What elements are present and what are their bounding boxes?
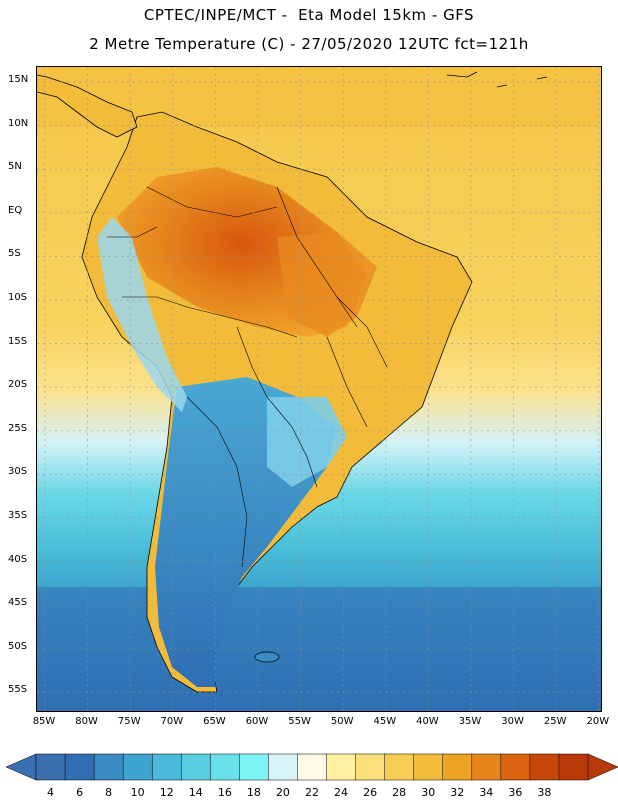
colorbar-segment <box>442 753 473 781</box>
colorbar-tick-label: 30 <box>421 786 436 799</box>
pampas-mild-region <box>267 397 347 487</box>
lat-label: 50S <box>8 640 28 652</box>
lon-label: 85W <box>32 716 56 727</box>
colorbar-tick-label: 24 <box>334 786 349 799</box>
colorbar-tick-label: 26 <box>363 786 378 799</box>
colorbar-segment <box>239 753 270 781</box>
colorbar-segment <box>355 753 386 781</box>
colorbar-under-arrow <box>6 753 37 781</box>
lon-label: 70W <box>160 716 184 727</box>
lon-label: 25W <box>543 716 567 727</box>
colorbar-segment <box>181 753 212 781</box>
lon-label: 50W <box>330 716 354 727</box>
colorbar-segment <box>122 753 153 781</box>
lon-label: 60W <box>245 716 269 727</box>
colorbar-segment <box>471 753 502 781</box>
lon-label: 35W <box>458 716 482 727</box>
colorbar-segment <box>413 753 444 781</box>
lat-label: 20S <box>8 379 28 391</box>
cold-band-south <box>37 587 601 711</box>
temperature-map <box>36 66 602 712</box>
lat-label: 10S <box>8 292 28 303</box>
colorbar <box>6 753 618 781</box>
colorbar-segment <box>210 753 241 781</box>
colorbar-tick-label: 36 <box>508 786 523 799</box>
caribbean-islands <box>446 71 548 88</box>
lon-label: 55W <box>288 716 311 727</box>
lat-label: 35S <box>8 510 28 521</box>
lat-label: 15S <box>8 335 28 347</box>
lon-label: 80W <box>75 716 98 727</box>
lat-label: 30S <box>8 466 28 478</box>
lat-label: 55S <box>8 684 28 696</box>
colorbar-segment <box>326 753 357 781</box>
colorbar-segment <box>64 753 95 781</box>
map-title-line2: 2 Metre Temperature (C) - 27/05/2020 12U… <box>89 35 529 53</box>
colorbar-segment <box>35 753 66 781</box>
colorbar-tick-label: 10 <box>130 786 145 799</box>
colorbar-tick-label: 22 <box>305 786 319 799</box>
lon-label: 45W <box>373 716 397 727</box>
lat-label: 45S <box>8 597 28 609</box>
central-america-outline <box>37 74 138 138</box>
falkland-islands <box>254 651 280 663</box>
lon-label: 65W <box>203 716 226 727</box>
colorbar-tick-label: 34 <box>479 786 494 799</box>
lon-label: 40W <box>416 716 439 727</box>
colorbar-segment <box>558 753 589 781</box>
colorbar-tick-label: 12 <box>159 786 174 799</box>
lat-label: 5N <box>8 161 22 173</box>
colorbar-tick-label: 16 <box>217 786 232 799</box>
lon-label: 20W <box>586 716 610 727</box>
colorbar-tick-label: 14 <box>188 786 203 799</box>
lon-label: 75W <box>117 716 141 727</box>
colorbar-tick-label: 32 <box>450 786 465 799</box>
colorbar-segment <box>384 753 415 781</box>
lat-label: 25S <box>8 422 28 434</box>
colorbar-segment <box>151 753 183 781</box>
colorbar-segment <box>93 753 124 781</box>
lat-label: 5S <box>8 248 21 260</box>
lat-label: EQ <box>8 204 23 216</box>
colorbar-tick-label: 6 <box>76 786 84 799</box>
graticule <box>37 67 601 711</box>
lat-label: 40S <box>8 553 28 565</box>
colorbar-tick-label: 8 <box>105 786 113 799</box>
colorbar-tick-label: 28 <box>392 786 407 799</box>
map-canvas <box>37 67 601 711</box>
lon-label: 30W <box>501 716 524 727</box>
colorbar-segment <box>529 753 560 781</box>
country-borders <box>107 186 388 568</box>
colorbar-segment <box>268 753 299 781</box>
lat-label: 10N <box>8 117 29 129</box>
colorbar-tick-label: 18 <box>246 786 261 799</box>
colorbar-segment <box>297 753 328 781</box>
colorbar-tick-label: 38 <box>537 786 552 799</box>
colorbar-segment <box>500 753 531 781</box>
colorbar-over-arrow <box>587 753 618 781</box>
colorbar-tick-label: 4 <box>47 786 55 799</box>
andes-cold-strip <box>97 217 187 412</box>
map-title-line1: CPTEC/INPE/MCT - Eta Model 15km - GFS <box>143 6 475 24</box>
central-brazil-warm-region <box>277 232 377 337</box>
lat-label: 15N <box>8 74 29 85</box>
colorbar-tick-label: 20 <box>275 786 290 799</box>
